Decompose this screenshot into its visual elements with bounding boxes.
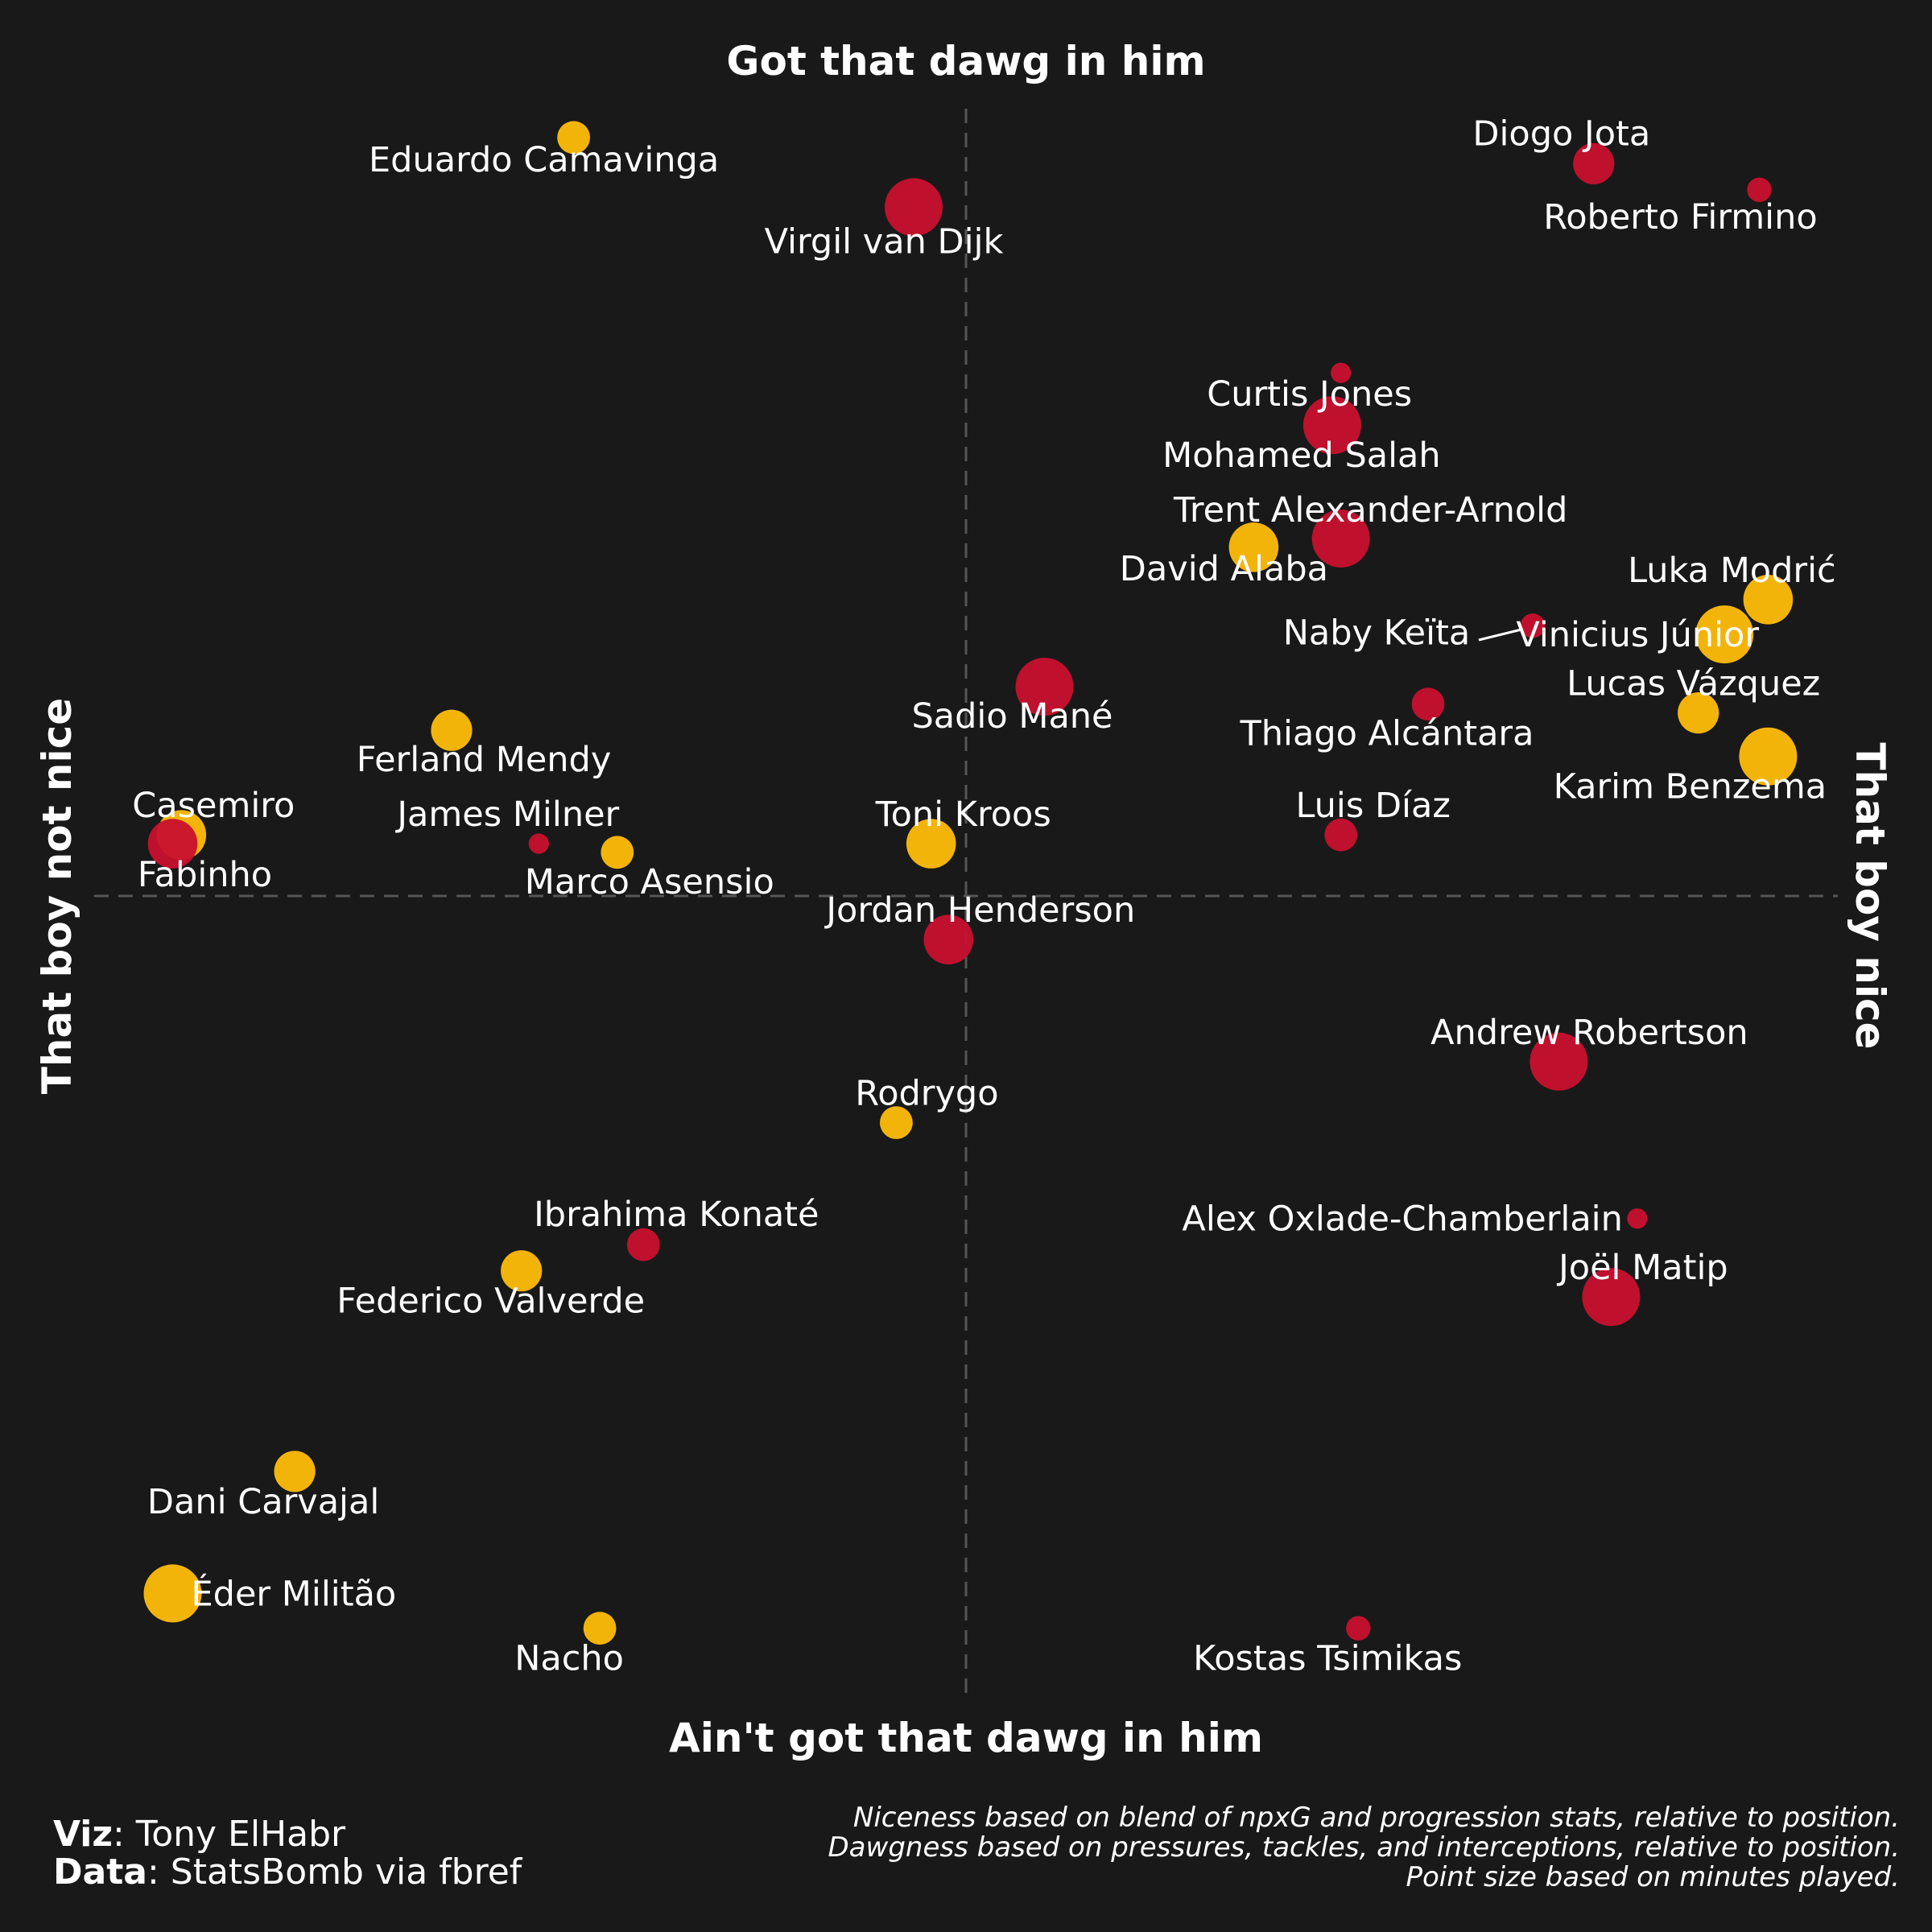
label-fabinho: Fabinho: [138, 855, 272, 895]
points-layer: [143, 121, 1798, 1645]
label-andrew-robertson: Andrew Robertson: [1430, 1013, 1748, 1053]
point-karim-benzema: [1739, 727, 1798, 786]
label-lucas-vazquez: Lucas Vázquez: [1567, 664, 1820, 704]
point-trent-alexander-arnold: [1311, 510, 1370, 568]
label-eder-militao: Éder Militão: [192, 1573, 397, 1614]
point-sadio-mane: [1015, 658, 1074, 716]
point-jordan-henderson: [923, 914, 974, 964]
label-thiago-alcantara: Thiago Alcántara: [1240, 714, 1534, 754]
label-david-alaba: David Alaba: [1120, 549, 1328, 589]
viz-credit-value: : Tony ElHabr: [112, 1814, 346, 1855]
data-credit-value: : StatsBomb via fbref: [147, 1852, 522, 1893]
label-ferland-mendy: Ferland Mendy: [357, 740, 612, 780]
label-sadio-mane: Sadio Mané: [911, 696, 1113, 737]
point-ferland-mendy: [431, 709, 473, 751]
point-james-milner: [528, 833, 549, 854]
label-curtis-jones: Curtis Jones: [1207, 374, 1412, 415]
point-thiago-alcantara: [1411, 687, 1445, 721]
label-eduardo-camavinga: Eduardo Camavinga: [369, 140, 719, 180]
label-trent-alexander-arnold: Trent Alexander-Arnold: [1173, 490, 1567, 530]
naby-keita-leader-line: [1478, 628, 1522, 642]
label-federico-valverde: Federico Valverde: [336, 1282, 645, 1322]
point-vinicius-junior: [1695, 605, 1754, 664]
label-james-milner: James Milner: [394, 795, 619, 835]
point-david-alaba: [1228, 522, 1279, 572]
niceness-note: Niceness based on blend of npxG and prog…: [852, 1802, 1900, 1834]
label-roberto-firmino: Roberto Firmino: [1543, 197, 1817, 237]
point-luis-diaz: [1324, 818, 1358, 852]
label-luka-modric: Luka Modrić: [1628, 551, 1836, 591]
point-curtis-jones: [1331, 362, 1352, 383]
label-dani-carvajal: Dani Carvajal: [147, 1482, 379, 1522]
data-credit: Data: StatsBomb via fbref: [53, 1853, 522, 1891]
bottom-quadrant-label: Ain't got that dawg in him: [669, 1715, 1263, 1761]
label-casemiro: Casemiro: [132, 786, 295, 826]
label-rodrygo: Rodrygo: [855, 1074, 998, 1114]
point-eduardo-camavinga: [557, 121, 590, 155]
point-naby-keita: [1520, 613, 1546, 638]
label-ibrahima-konate: Ibrahima Konaté: [534, 1195, 819, 1235]
point-roberto-firmino: [1747, 177, 1772, 202]
point-marco-asensio: [601, 836, 634, 869]
label-karim-benzema: Karim Benzema: [1554, 767, 1827, 807]
point-kostas-tsimikas: [1346, 1616, 1371, 1641]
right-quadrant-label: That boy nice: [1847, 742, 1893, 1049]
point-mohamed-salah: [1302, 396, 1361, 455]
point-ibrahima-konate: [626, 1228, 660, 1261]
label-joel-matip: Joël Matip: [1556, 1248, 1728, 1288]
point-alex-oxlade-chamberlain: [1627, 1208, 1648, 1229]
point-federico-valverde: [501, 1250, 543, 1292]
label-kostas-tsimikas: Kostas Tsimikas: [1193, 1639, 1462, 1679]
point-toni-kroos: [906, 819, 956, 869]
label-jordan-henderson: Jordan Henderson: [824, 890, 1135, 931]
label-virgil-van-dijk: Virgil van Dijk: [765, 221, 1004, 262]
point-luka-modric: [1743, 575, 1794, 625]
viz-credit-label: Viz: [53, 1814, 113, 1855]
point-virgil-van-dijk: [885, 178, 943, 237]
viz-credit: Viz: Tony ElHabr: [53, 1815, 522, 1853]
label-mohamed-salah: Mohamed Salah: [1162, 436, 1441, 476]
dawgness-note: Dawgness based on pressures, tackles, an…: [828, 1831, 1901, 1864]
label-naby-keita: Naby Keïta: [1283, 613, 1471, 653]
point-fabinho: [147, 819, 198, 869]
data-credit-label: Data: [53, 1852, 147, 1893]
methodology-notes: Niceness based on blend of npxG and prog…: [828, 1803, 1901, 1893]
point-andrew-robertson: [1530, 1032, 1588, 1091]
label-nacho: Nacho: [514, 1639, 624, 1679]
point-diogo-jota: [1573, 142, 1615, 184]
point-nacho: [583, 1612, 617, 1645]
credits: Viz: Tony ElHabr Data: StatsBomb via fbr…: [53, 1815, 522, 1891]
point-lucas-vazquez: [1678, 692, 1719, 734]
label-luis-diaz: Luis Díaz: [1295, 786, 1450, 826]
top-quadrant-label: Got that dawg in him: [726, 38, 1205, 85]
point-size-note: Point size based on minutes played.: [1406, 1861, 1901, 1893]
label-alex-oxlade-chamberlain: Alex Oxlade-Chamberlain: [1182, 1199, 1622, 1240]
point-eder-militao: [143, 1564, 202, 1623]
point-dani-carvajal: [274, 1451, 316, 1492]
label-vinicius-junior: Vinicius Júnior: [1516, 615, 1759, 655]
label-toni-kroos: Toni Kroos: [875, 795, 1051, 835]
labels-layer: Eduardo Camavinga David Alaba Luka Modrić V…: [132, 114, 1835, 1678]
point-rodrygo: [880, 1106, 913, 1139]
point-joel-matip: [1582, 1268, 1641, 1327]
label-diogo-jota: Diogo Jota: [1472, 114, 1650, 154]
label-marco-asensio: Marco Asensio: [525, 862, 774, 902]
left-quadrant-label: That boy not nice: [34, 698, 80, 1094]
